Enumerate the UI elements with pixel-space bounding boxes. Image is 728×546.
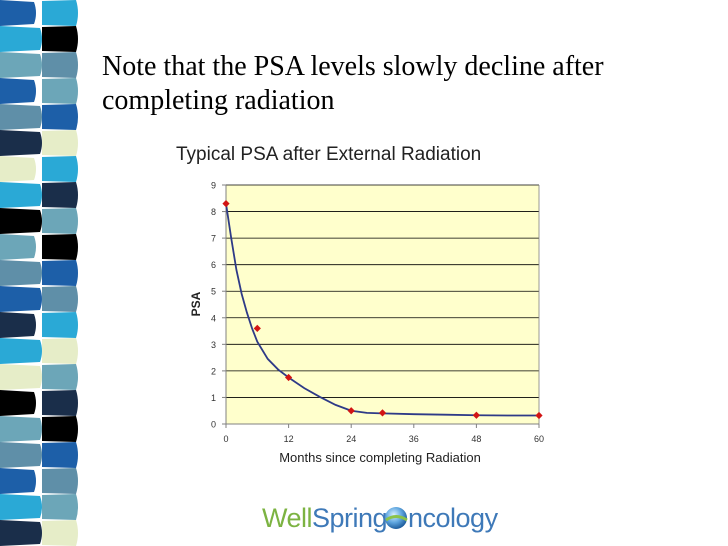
slide-title: Note that the PSA levels slowly decline … xyxy=(102,50,702,118)
stripe-segment xyxy=(42,234,78,260)
y-tick-label: 4 xyxy=(211,313,216,323)
x-axis-label: Months since completing Radiation xyxy=(279,450,481,465)
stripe-segment xyxy=(0,520,42,546)
stripe-segment xyxy=(0,156,36,182)
psa-series-line xyxy=(225,203,539,417)
wellspring-oncology-logo: WellSpring ncology xyxy=(262,503,499,533)
data-point-marker xyxy=(535,411,543,420)
stripe-segment xyxy=(0,208,42,234)
stripe-segment xyxy=(0,286,42,312)
grid-lines xyxy=(226,184,539,425)
logo-text-spring: Spring xyxy=(312,503,387,533)
stripe-segment xyxy=(0,390,36,416)
x-tick-label: 0 xyxy=(223,434,228,444)
stripe-segment xyxy=(42,312,78,338)
stripe-segment xyxy=(42,364,78,390)
decorative-stripe-bar xyxy=(0,0,84,546)
stripe-segment xyxy=(42,442,78,468)
stripe-segment xyxy=(42,156,78,182)
stripe-segment xyxy=(42,0,78,26)
stripe-segment xyxy=(42,286,78,312)
stripe-segment xyxy=(42,182,78,208)
plot-area xyxy=(226,185,539,424)
logo-text-well: Well xyxy=(262,503,312,533)
stripe-segment xyxy=(0,468,36,494)
x-tick-label: 36 xyxy=(409,434,419,444)
stripe-segment xyxy=(42,494,78,520)
stripe-segment xyxy=(0,104,42,130)
y-tick-label: 0 xyxy=(211,420,216,430)
stripe-segment xyxy=(0,130,42,156)
stripe-segment xyxy=(0,416,42,442)
stripe-segment xyxy=(42,338,78,364)
y-tick-label: 5 xyxy=(211,287,216,297)
psa-line-chart: Typical PSA after External Radiation 012… xyxy=(176,144,544,465)
globe-icon xyxy=(385,507,408,529)
stripe-divider xyxy=(78,0,84,546)
stripe-segment xyxy=(0,234,36,260)
data-point-marker xyxy=(472,411,480,419)
x-tick-label: 24 xyxy=(346,434,356,444)
x-axis: 0 12 24 36 48 60 xyxy=(223,185,544,444)
stripe-segment xyxy=(0,52,42,78)
stripe-segment xyxy=(42,26,78,52)
y-tick-label: 2 xyxy=(211,366,216,376)
stripe-segment xyxy=(42,78,78,104)
y-tick-label: 8 xyxy=(211,207,216,217)
stripe-segment xyxy=(42,416,78,442)
y-tick-label: 1 xyxy=(211,393,216,403)
logo-text-ncology: ncology xyxy=(408,503,499,533)
data-point-marker xyxy=(347,407,355,415)
stripe-segment xyxy=(42,208,78,234)
stripe-segment xyxy=(0,182,42,208)
stripe-segment xyxy=(0,364,42,390)
y-tick-label: 7 xyxy=(211,234,216,244)
y-axis: 0 1 2 3 4 5 6 7 8 9 xyxy=(211,181,227,430)
y-tick-label: 9 xyxy=(211,181,216,191)
data-point-marker xyxy=(378,409,387,417)
stripe-segment xyxy=(0,260,42,286)
stripe-segment xyxy=(0,0,36,26)
x-tick-label: 12 xyxy=(284,434,294,444)
stripe-segment xyxy=(0,312,36,338)
stripe-segment xyxy=(42,260,78,286)
svg-text:WellSpring: WellSpring xyxy=(262,503,387,533)
stripe-segment xyxy=(42,130,78,156)
stripe-segment xyxy=(0,78,36,104)
x-tick-label: 48 xyxy=(471,434,481,444)
stripe-segment xyxy=(0,494,42,520)
stripe-segment xyxy=(42,104,78,130)
y-axis-label: PSA xyxy=(189,291,203,316)
y-tick-label: 6 xyxy=(211,260,216,270)
slide-title-line-1: Note that the PSA levels slowly decline … xyxy=(102,51,604,82)
data-point-marker xyxy=(222,199,230,208)
y-tick-label: 3 xyxy=(211,340,216,350)
chart-title: Typical PSA after External Radiation xyxy=(176,144,481,165)
stripe-segment xyxy=(0,338,42,364)
stripe-segment xyxy=(42,520,78,546)
stripe-segment xyxy=(0,26,42,52)
stripe-segment xyxy=(42,390,78,416)
svg-text:ncology: ncology xyxy=(408,503,499,533)
stripe-segment xyxy=(42,468,78,494)
x-tick-label: 60 xyxy=(534,434,544,444)
stripe-segment xyxy=(42,52,78,78)
slide-title-line-2: completing radiation xyxy=(102,85,335,116)
stripe-segment xyxy=(0,442,42,468)
